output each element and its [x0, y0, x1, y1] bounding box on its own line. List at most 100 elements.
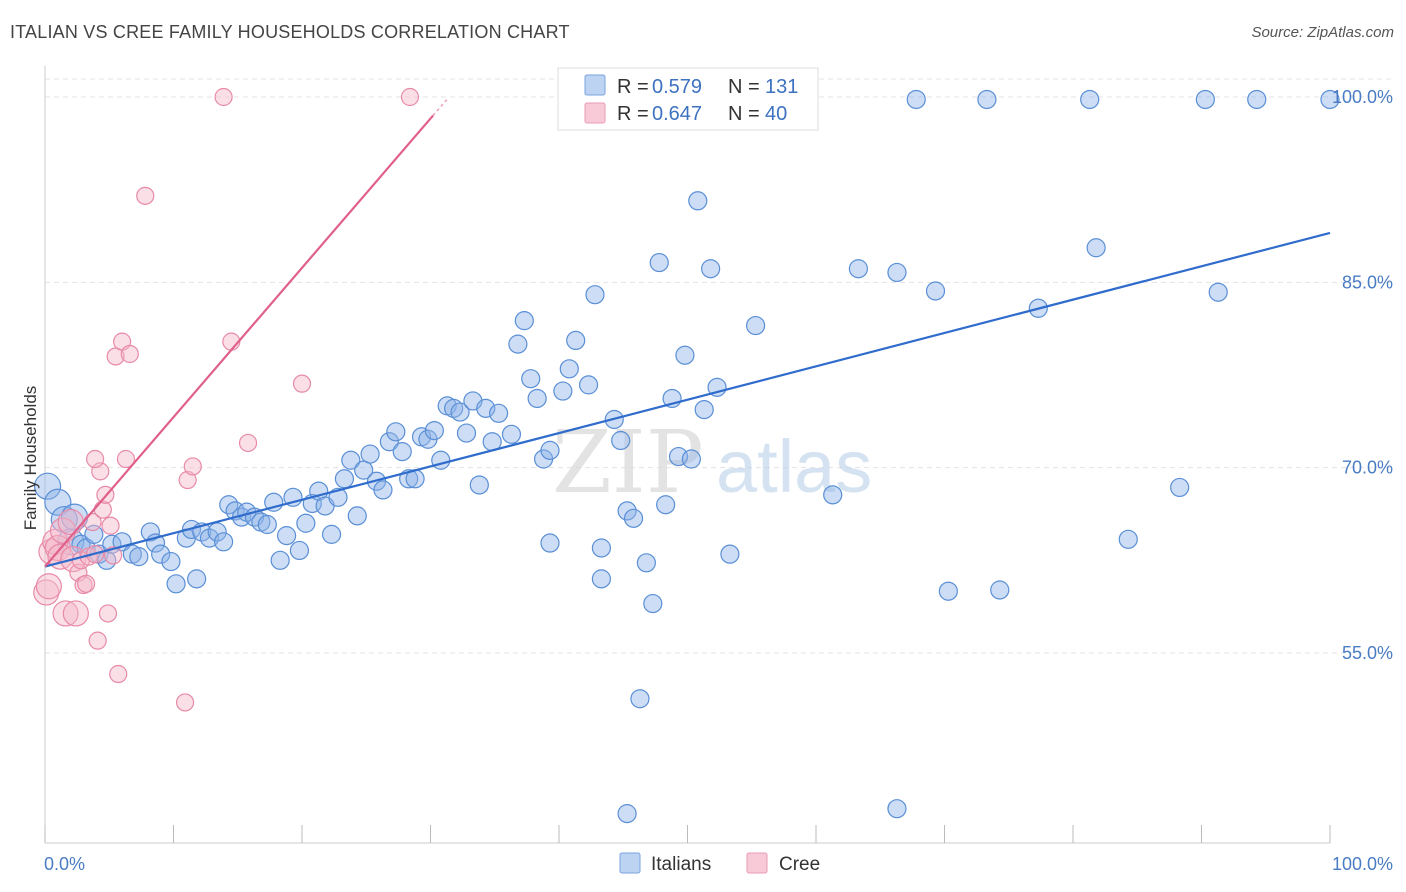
data-point [334, 469, 355, 489]
cree-r-value: 0.647 [652, 103, 702, 125]
y-axis-label: Family Households [21, 386, 40, 531]
data-point [52, 600, 79, 627]
italians-r-value: 0.579 [652, 76, 702, 98]
data-point [166, 574, 186, 594]
cree-swatch [584, 102, 606, 124]
axes [44, 66, 1331, 844]
data-point [1320, 89, 1340, 110]
data-point [694, 399, 714, 420]
data-point [746, 315, 766, 336]
cree-n-label: N = [728, 103, 760, 125]
data-point [44, 534, 71, 562]
data-point [424, 421, 444, 441]
data-point [617, 804, 637, 824]
data-point [136, 186, 155, 205]
data-point [566, 330, 586, 351]
data-point [1208, 282, 1228, 302]
trend-lines [44, 97, 1331, 568]
data-point [585, 285, 605, 305]
data-point [379, 432, 399, 452]
data-point [238, 433, 258, 453]
source-label: Source: ZipAtlas.com [1251, 24, 1394, 41]
data-point [86, 449, 105, 469]
data-point [643, 593, 663, 614]
data-point [347, 506, 367, 526]
data-point [178, 470, 197, 490]
data-point [120, 344, 139, 364]
data-point [977, 89, 997, 110]
data-point [887, 799, 907, 819]
data-point [720, 544, 740, 564]
data-point [1086, 238, 1106, 258]
data-point [104, 546, 123, 565]
legend-cree-label: Cree [779, 854, 820, 875]
data-point [611, 430, 631, 451]
italians-points [33, 87, 1340, 824]
data-point [321, 524, 342, 544]
watermark-atlas: atlas [716, 425, 872, 508]
watermark-zip: ZIP [552, 413, 704, 513]
data-point [540, 533, 560, 553]
data-point [675, 345, 695, 365]
italians-trend-line [44, 231, 1331, 568]
data-point [489, 403, 509, 423]
data-point [636, 553, 656, 573]
data-point [630, 689, 650, 709]
data-point [623, 508, 644, 528]
data-point [214, 532, 234, 552]
data-point [161, 551, 181, 572]
data-point [129, 547, 149, 567]
data-point [392, 442, 412, 462]
data-point [1080, 89, 1100, 110]
data-point [559, 359, 579, 379]
data-point [527, 388, 547, 409]
data-point [214, 87, 233, 107]
italians-swatch [584, 74, 606, 96]
data-point [175, 693, 195, 712]
data-point [823, 485, 843, 505]
data-point [701, 259, 721, 279]
data-point [292, 374, 312, 393]
italians-n-value: 131 [765, 76, 798, 98]
data-point [257, 514, 277, 535]
data-point [649, 252, 669, 273]
data-point [456, 423, 477, 443]
data-point [341, 450, 361, 470]
data-point [508, 334, 528, 354]
x-tick-labels: 0.0% 100.0% [44, 854, 1393, 874]
data-point [1170, 477, 1190, 498]
grid-lines [45, 78, 1395, 654]
data-point [101, 516, 120, 535]
data-point [553, 381, 573, 401]
watermark: ZIP atlas [552, 413, 872, 513]
data-point [400, 87, 420, 107]
data-point [98, 604, 118, 623]
data-point [88, 631, 107, 650]
cree-n-value: 40 [765, 103, 787, 125]
data-point [688, 191, 708, 211]
data-point [296, 513, 316, 533]
data-point [93, 500, 112, 519]
data-point [656, 495, 676, 515]
data-point [906, 89, 926, 110]
data-point [328, 487, 348, 507]
data-point [514, 311, 534, 331]
data-point [591, 569, 612, 589]
data-point [540, 440, 560, 460]
italians-r-label: R = [617, 76, 649, 98]
y-tick-labels: 55.0% 70.0% 85.0% 100.0% [1332, 87, 1393, 663]
data-point [373, 480, 393, 500]
data-point [33, 472, 62, 500]
legend-italians-swatch [619, 852, 641, 874]
legend-italians-label: Italians [651, 854, 711, 875]
data-point [617, 501, 637, 521]
data-point [521, 369, 541, 389]
cree-trend-extension [432, 97, 450, 117]
y-tick-label: 55.0% [1342, 643, 1393, 663]
y-tick-label: 70.0% [1342, 458, 1393, 478]
data-point [990, 580, 1010, 600]
data-point [109, 664, 128, 684]
data-point [35, 573, 62, 600]
data-point [57, 508, 84, 536]
